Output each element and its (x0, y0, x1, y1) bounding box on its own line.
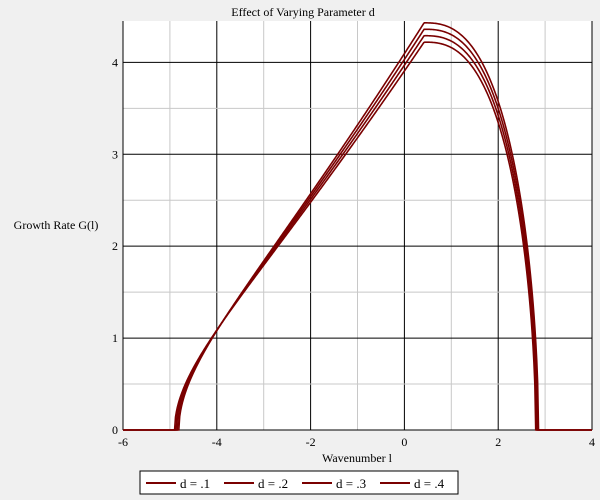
series-line (123, 22, 592, 431)
x-tick-label: -2 (306, 435, 316, 449)
y-axis-label: Growth Rate G(l) (14, 218, 99, 232)
series-lines (123, 22, 592, 431)
legend-label: d = .2 (258, 476, 288, 491)
x-tick-label: -6 (118, 435, 128, 449)
x-tick-label: 4 (589, 435, 595, 449)
legend: d = .1 d = .2 d = .3 d = .4 (139, 470, 459, 495)
x-tick-label: 2 (495, 435, 501, 449)
axes (122, 21, 593, 431)
y-tick-label: 0 (112, 423, 118, 437)
y-tick-label: 3 (112, 147, 118, 161)
x-tick-label: 0 (401, 435, 407, 449)
grid (123, 21, 592, 430)
x-tick-label: -4 (212, 435, 222, 449)
y-tick-label: 4 (112, 55, 118, 69)
x-axis-label: Wavenumber l (322, 451, 393, 465)
legend-label: d = .1 (180, 476, 210, 491)
y-tick-label: 2 (112, 239, 118, 253)
legend-box (139, 470, 459, 495)
tick-labels: -6 -4 -2 0 2 4 0 1 2 3 4 (112, 55, 595, 449)
legend-label: d = .3 (336, 476, 366, 491)
chart-title: Effect of Varying Parameter d (231, 5, 375, 19)
y-tick-label: 1 (112, 331, 118, 345)
legend-label: d = .4 (414, 476, 445, 491)
